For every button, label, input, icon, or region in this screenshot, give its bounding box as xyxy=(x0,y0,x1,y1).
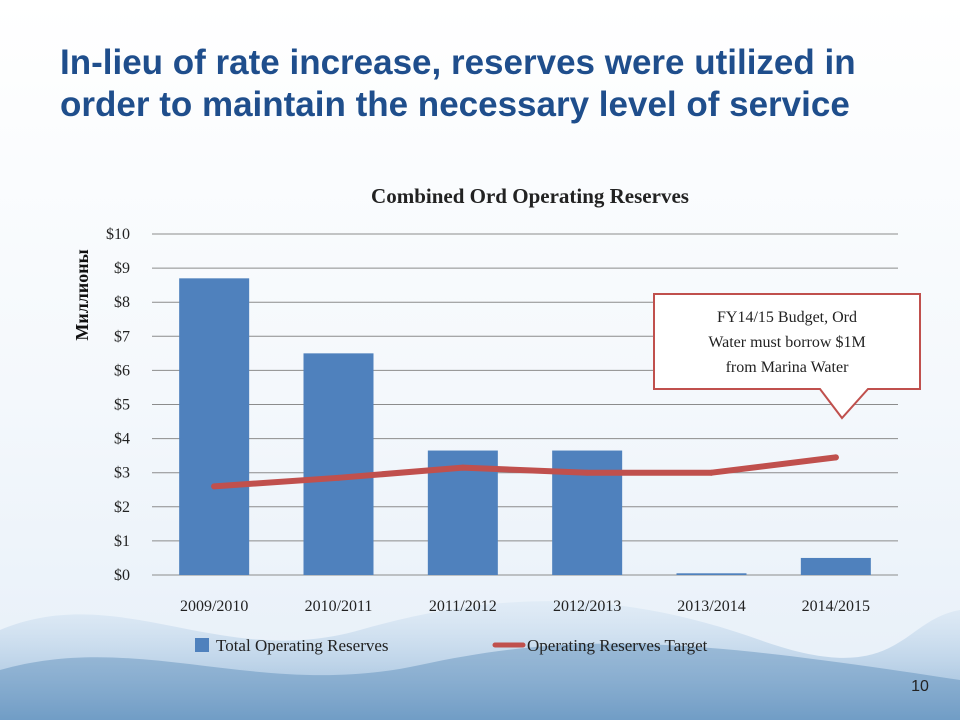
bar xyxy=(676,573,747,575)
bar xyxy=(800,557,871,575)
x-tick-label: 2013/2014 xyxy=(677,598,745,615)
annotation-callout: FY14/15 Budget, Ord Water must borrow $1… xyxy=(653,293,921,420)
line-point xyxy=(708,469,715,476)
slide-title: In-lieu of rate increase, reserves were … xyxy=(60,43,856,124)
y-tick-label: $2 xyxy=(114,499,130,516)
y-tick-label: $3 xyxy=(114,465,130,482)
legend-label-line: Operating Reserves Target xyxy=(527,636,708,655)
y-axis-label: Миллионы xyxy=(72,249,92,340)
line-point xyxy=(459,464,466,471)
page-number: 10 xyxy=(911,678,929,695)
bar xyxy=(303,353,374,575)
x-tick-label: 2014/2015 xyxy=(802,598,870,615)
y-tick-label: $5 xyxy=(114,397,130,414)
callout-line-2: Water must borrow $1M xyxy=(708,334,865,351)
y-tick-label: $0 xyxy=(114,567,130,584)
target-line xyxy=(211,454,839,490)
y-tick-label: $8 xyxy=(114,294,130,311)
legend: Total Operating Reserves Operating Reser… xyxy=(195,636,708,655)
x-tick-label: 2011/2012 xyxy=(429,598,497,615)
line-point xyxy=(832,454,839,461)
legend-label-bars: Total Operating Reserves xyxy=(216,636,389,655)
y-tick-label: $7 xyxy=(114,328,130,345)
callout-line-3: from Marina Water xyxy=(726,359,849,376)
callout-line-1: FY14/15 Budget, Ord xyxy=(717,309,857,326)
x-tick-label: 2009/2010 xyxy=(180,598,248,615)
y-tick-label: $10 xyxy=(106,226,130,243)
water-wave-background xyxy=(0,601,960,720)
chart-title: Combined Ord Operating Reserves xyxy=(371,184,689,208)
line-point xyxy=(211,483,218,490)
y-tick-label: $6 xyxy=(114,362,130,379)
bar xyxy=(179,278,250,575)
x-axis-ticks: 2009/2010 2010/2011 2011/2012 2012/2013 2013… xyxy=(180,598,870,615)
y-tick-label: $1 xyxy=(114,533,130,550)
gridlines xyxy=(152,233,898,576)
callout-box xyxy=(653,293,921,420)
line-series xyxy=(211,454,839,490)
y-tick-label: $9 xyxy=(114,260,130,277)
x-tick-label: 2012/2013 xyxy=(553,598,621,615)
line-point xyxy=(584,469,591,476)
line-point xyxy=(335,474,342,481)
y-axis-ticks: $0 $1 $2 $3 $4 $5 $6 $7 $8 $9 $10 xyxy=(106,226,130,584)
y-tick-label: $4 xyxy=(114,431,130,448)
x-tick-label: 2010/2011 xyxy=(305,598,373,615)
legend-swatch-bars xyxy=(195,638,209,652)
